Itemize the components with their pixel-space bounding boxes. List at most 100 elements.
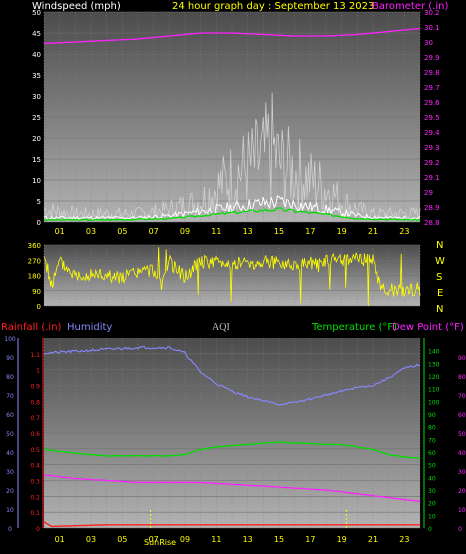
compass-w: W (435, 256, 445, 267)
x-tick-label: 13 (243, 227, 253, 236)
dewpoint-tick-label: 30 (458, 469, 466, 476)
rainfall-axis-title: Rainfall (.in) (1, 322, 62, 333)
y-tick-label: 30 (32, 93, 41, 101)
rainfall-tick-label: 1 (36, 368, 40, 375)
compass-n-bottom: N (436, 304, 443, 315)
humidity-tick-label: 10 (6, 507, 14, 514)
rainfall-tick-label: 1.1 (30, 352, 40, 359)
x-tick-label: 11 (211, 535, 221, 544)
x-tick-label: 21 (368, 227, 378, 236)
y-tick-label: 180 (28, 273, 41, 281)
dewpoint-tick-label: 70 (458, 393, 466, 400)
compass-n-top: N (436, 240, 443, 251)
chart-title: 24 hour graph day : September 13 2023 (172, 1, 374, 12)
x-tick-label: 23 (399, 535, 409, 544)
y-tick-label: 90 (32, 288, 41, 296)
y-tick-label: 45 (32, 30, 41, 38)
y-right-tick-label: 29.7 (424, 84, 440, 92)
x-tick-label: 17 (305, 535, 315, 544)
y-tick-label: 5 (37, 198, 41, 206)
rainfall-tick-label: 0.4 (30, 463, 40, 470)
x-tick-label: 05 (117, 535, 127, 544)
y-tick-label: 50 (32, 9, 41, 17)
rainfall-tick-label: 0.7 (30, 415, 40, 422)
temperature-tick-label: 50 (428, 463, 436, 470)
temperature-axis-title: Temperature (°F) (311, 322, 397, 333)
temperature-tick-label: 60 (428, 450, 436, 457)
temperature-tick-label: 110 (428, 387, 440, 394)
x-tick-label: 21 (368, 535, 378, 544)
x-tick-label: 07 (149, 535, 159, 544)
humidity-tick-label: 70 (6, 393, 14, 400)
compass-s: S (436, 272, 442, 283)
x-tick-label: 11 (211, 227, 221, 236)
y-tick-label: 0 (37, 303, 41, 311)
y-right-tick-label: 29.1 (424, 174, 440, 182)
humidity-tick-label: 80 (6, 374, 14, 381)
dewpoint-tick-label: 90 (458, 355, 466, 362)
wind-direction-series (43, 247, 421, 306)
y-tick-label: 10 (32, 177, 41, 185)
humidity-tick-label: 50 (6, 431, 14, 438)
dewpoint-series (43, 474, 420, 502)
x-tick-label: 13 (243, 535, 253, 544)
humidity-tick-label: 20 (6, 488, 14, 495)
dewpoint-tick-label: 20 (458, 488, 466, 495)
dewpoint-tick-label: 50 (458, 431, 466, 438)
temperature-tick-label: 80 (428, 425, 436, 432)
temperature-tick-label: 90 (428, 412, 436, 419)
x-tick-label: 23 (399, 227, 409, 236)
humidity-tick-label: 90 (6, 355, 14, 362)
y-right-tick-label: 30.1 (424, 24, 440, 32)
rainfall-tick-label: 0.8 (30, 399, 40, 406)
x-tick-label: 09 (180, 535, 190, 544)
aqi-label: AQI (212, 322, 230, 333)
humidity-tick-label: 30 (6, 469, 14, 476)
y-tick-label: 360 (28, 242, 41, 250)
rainfall-tick-label: 0.6 (30, 431, 40, 438)
y-right-tick-label: 29.4 (424, 129, 440, 137)
temperature-tick-label: 100 (428, 399, 440, 406)
x-tick-label: 01 (55, 227, 65, 236)
x-tick-label: 03 (86, 227, 96, 236)
rainfall-tick-label: 0.3 (30, 479, 40, 486)
x-tick-label: 15 (274, 535, 284, 544)
rainfall-tick-label: 0.9 (30, 384, 40, 391)
y-tick-label: 35 (32, 72, 41, 80)
y-right-tick-label: 28.9 (424, 204, 440, 212)
humidity-tick-label: 100 (4, 336, 16, 343)
x-tick-label: 19 (337, 227, 347, 236)
humidity-axis-title: Humidity (67, 322, 112, 333)
humidity-tick-label: 60 (6, 412, 14, 419)
y-tick-label: 40 (32, 51, 41, 59)
dewpoint-tick-label: 40 (458, 450, 466, 457)
temperature-tick-label: 120 (428, 374, 440, 381)
y-tick-label: 25 (32, 114, 41, 122)
y-right-tick-label: 29.5 (424, 114, 440, 122)
x-tick-label: 03 (86, 535, 96, 544)
y-right-tick-label: 29.9 (424, 54, 440, 62)
temperature-tick-label: 40 (428, 475, 436, 482)
x-tick-label: 05 (117, 227, 127, 236)
rainfall-series (43, 521, 420, 528)
rainfall-tick-label: 0.5 (30, 447, 40, 454)
temperature-tick-label: 70 (428, 437, 436, 444)
humidity-tick-label: 40 (6, 450, 14, 457)
y-tick-label: 0 (37, 219, 41, 227)
x-tick-label: 07 (149, 227, 159, 236)
dewpoint-axis-title: Dew Point (°F) (392, 322, 464, 333)
y-right-tick-label: 30.2 (424, 9, 440, 17)
x-tick-label: 19 (337, 535, 347, 544)
y-right-tick-label: 29.3 (424, 144, 440, 152)
y-tick-label: 15 (32, 156, 41, 164)
temperature-tick-label: 20 (428, 501, 436, 508)
barometer-series (43, 27, 421, 45)
temperature-tick-label: 10 (428, 513, 436, 520)
sunrise-label: SunRise (144, 538, 176, 547)
dewpoint-tick-label: 60 (458, 412, 466, 419)
humidity-tick-label: 0 (8, 526, 12, 533)
y-right-tick-label: 29.8 (424, 69, 440, 77)
rainfall-tick-label: 0 (36, 526, 40, 533)
x-tick-label: 09 (180, 227, 190, 236)
